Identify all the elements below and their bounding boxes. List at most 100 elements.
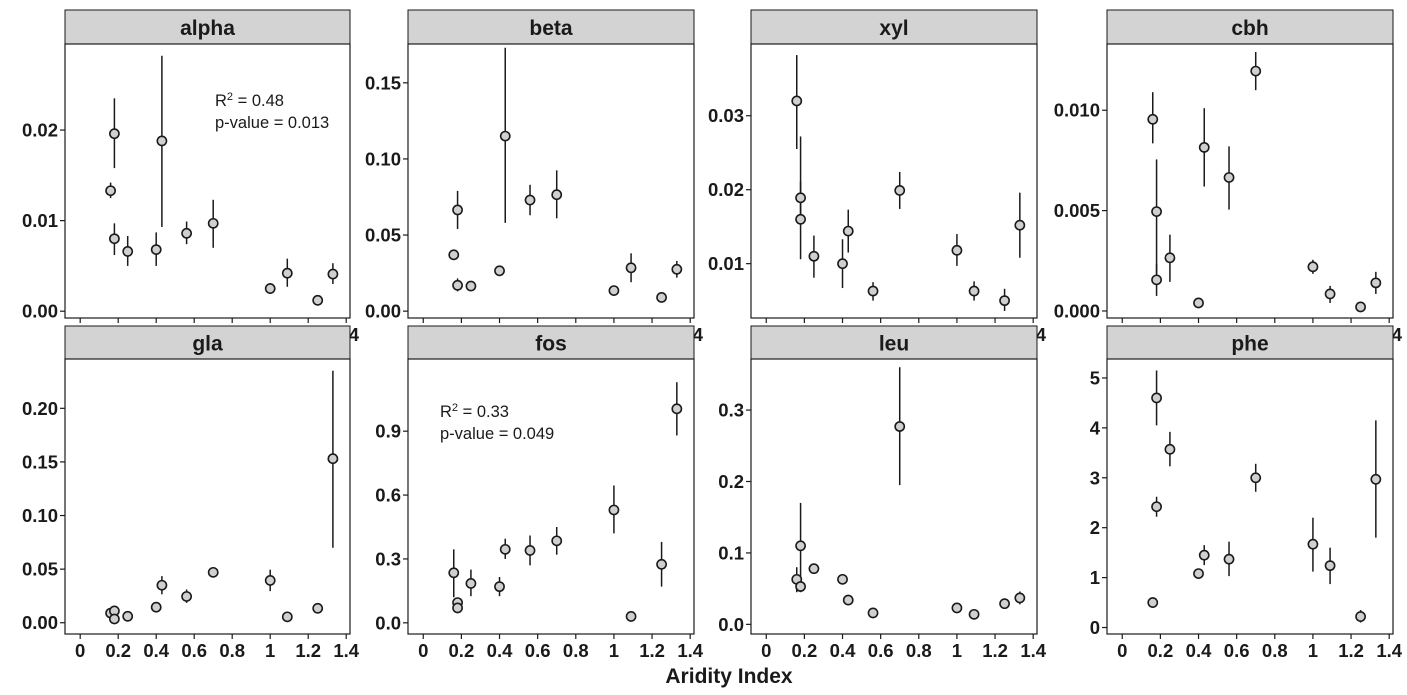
x-tick-label: 1.4 <box>1376 640 1402 661</box>
r-squared-value: = 0.48 <box>233 92 284 110</box>
data-point <box>109 233 120 245</box>
data-point <box>150 601 162 613</box>
data-point <box>1151 501 1162 513</box>
data-point <box>1014 592 1026 604</box>
data-point <box>671 403 683 415</box>
x-tick-label: 0.6 <box>181 640 207 661</box>
x-tick-label: 1.4 <box>333 640 359 661</box>
y-tick-label: 0.3 <box>718 400 744 421</box>
data-point <box>842 225 854 237</box>
y-tick-label: 0.00 <box>22 612 58 633</box>
data-point <box>524 545 536 556</box>
x-tick-label: 1.2 <box>639 640 665 661</box>
facet-strip <box>750 9 1038 45</box>
data-point <box>894 185 906 196</box>
x-tick-label: 0.8 <box>563 640 589 661</box>
data-point <box>951 244 963 256</box>
data-point <box>105 185 116 197</box>
data-point <box>837 258 848 270</box>
data-point <box>327 453 339 465</box>
y-tick-label: 4 <box>1090 417 1101 438</box>
facet-leu: leu 0.0 0.1 0.2 0.3 0 0.2 0.4 0.6 0.8 1 1.2 1.4 <box>718 325 1047 661</box>
x-tick-label: 1 <box>609 640 619 661</box>
data-point <box>452 602 463 614</box>
panel-border <box>750 43 1038 319</box>
facet-title: beta <box>529 17 573 40</box>
y-tick-label: 0.05 <box>22 559 58 580</box>
data-point <box>1223 172 1235 183</box>
y-tick-label: 0.000 <box>1054 300 1100 321</box>
data-point <box>894 421 906 432</box>
data-point <box>1324 288 1336 300</box>
x-tick-label: 1 <box>1308 640 1318 661</box>
facet-strip <box>407 9 695 45</box>
data-point <box>312 602 324 614</box>
data-point <box>968 285 980 297</box>
facet-strip <box>64 9 351 45</box>
r-squared-label: R <box>215 92 227 110</box>
x-tick-label: 1.2 <box>1338 640 1364 661</box>
x-tick-label: 0.6 <box>525 640 551 661</box>
facet-alpha: alpha0.000.010.0200.20.40.60.811.21.4R2 … <box>22 9 360 345</box>
data-point <box>1164 443 1176 455</box>
data-point <box>1151 206 1162 218</box>
y-tick-label: 0.15 <box>22 451 58 472</box>
facet-fos: fos 0.0 0.3 0.6 0.9 0 0.2 0.4 0.6 0.8 1 1.2 1.4 R2 = … <box>375 325 704 661</box>
y-tick-label: 0.02 <box>708 179 744 200</box>
y-tick-label: 0.10 <box>22 505 58 526</box>
x-axis-title: Aridity Index <box>665 665 793 688</box>
data-point <box>791 95 803 107</box>
panel-border <box>750 358 1038 635</box>
data-point <box>1250 65 1262 77</box>
x-tick-label: 1.2 <box>982 640 1008 661</box>
facet-gla: gla 0.00 0.05 0.10 0.15 0.20 0 0.2 0.4 0.6 0.8 1 1.2… <box>22 325 360 661</box>
data-point <box>1193 568 1204 580</box>
data-point <box>1164 252 1176 264</box>
y-tick-label: 0.010 <box>1054 100 1100 121</box>
data-point <box>867 607 879 619</box>
y-tick-label: 0.05 <box>365 225 401 246</box>
facet-strip <box>407 325 695 360</box>
x-tick-label: 0.6 <box>1224 640 1250 661</box>
p-value-annotation: p-value = 0.013 <box>215 114 329 132</box>
data-point <box>968 608 980 620</box>
data-point <box>465 280 477 292</box>
data-point <box>1324 560 1336 572</box>
data-point <box>999 295 1010 307</box>
facet-phe: phe 0 1 2 3 4 5 0 0.2 0.4 0.6 0.8 1 1.2 1.4 <box>1090 325 1403 661</box>
x-tick-label: 0.8 <box>219 640 245 661</box>
data-point <box>1151 392 1162 404</box>
data-point <box>551 535 563 547</box>
y-tick-label: 0.005 <box>1054 200 1100 221</box>
data-point <box>625 611 637 622</box>
data-point <box>656 558 667 570</box>
data-point <box>1147 113 1159 125</box>
data-point <box>312 294 324 306</box>
data-point <box>156 135 168 147</box>
facet-title: phe <box>1231 333 1268 356</box>
r-squared-label: R <box>440 403 452 421</box>
panel-border <box>1106 358 1394 635</box>
data-point <box>207 217 219 229</box>
data-point <box>448 567 460 579</box>
data-point <box>1307 538 1319 550</box>
x-tick-label: 0.2 <box>449 640 475 661</box>
panel-border <box>64 358 351 635</box>
data-point <box>1355 301 1366 313</box>
data-point <box>608 504 620 516</box>
y-tick-label: 0 <box>1090 617 1100 638</box>
panel-border <box>64 43 351 319</box>
data-point <box>1198 549 1210 561</box>
r-squared-value: = 0.33 <box>458 403 509 421</box>
data-point <box>625 262 637 274</box>
data-point <box>281 267 293 279</box>
data-point <box>1223 553 1235 565</box>
data-point <box>795 192 806 204</box>
data-point <box>452 279 463 291</box>
y-tick-label: 3 <box>1090 467 1100 488</box>
data-point <box>808 250 820 262</box>
data-point <box>150 244 162 256</box>
